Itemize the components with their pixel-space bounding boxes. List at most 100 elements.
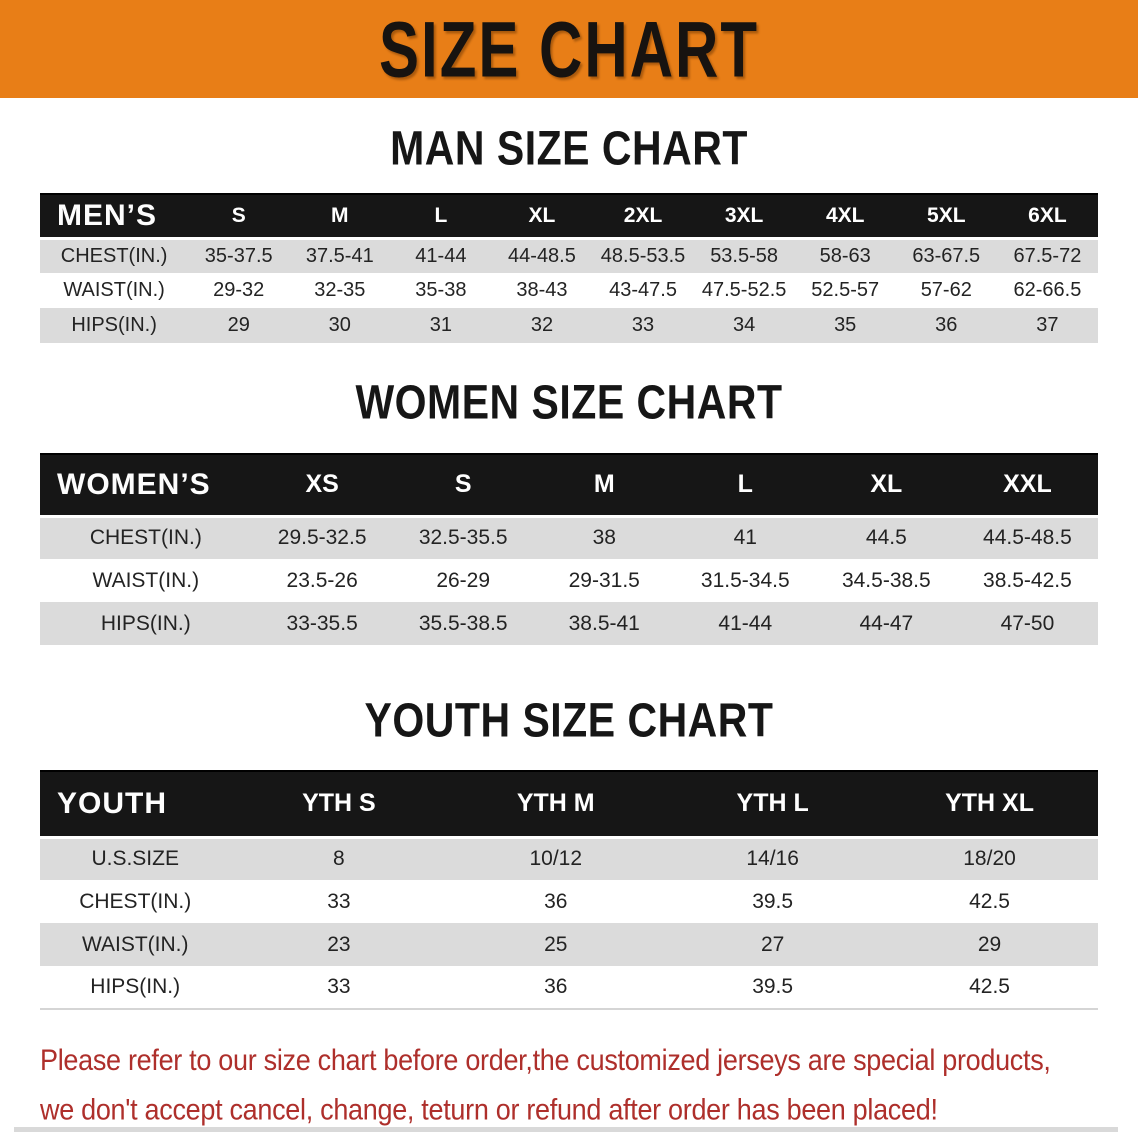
women-table-cell: 33-35.5 <box>252 602 393 645</box>
youth-table-cell: 36 <box>447 880 664 923</box>
youth-table-cell: 10/12 <box>447 837 664 880</box>
women-row-label: HIPS(IN.) <box>40 602 252 645</box>
women-table-cell: 44.5 <box>816 516 957 559</box>
men-table-cell: 63-67.5 <box>896 238 997 273</box>
women-table-cell: 29-31.5 <box>534 559 675 602</box>
men-table-cell: 44-48.5 <box>491 238 592 273</box>
women-size-column-header: M <box>534 454 675 516</box>
women-size-column-header: XL <box>816 454 957 516</box>
men-table-cell: 32 <box>491 308 592 343</box>
men-table-cell: 35-38 <box>390 273 491 308</box>
youth-table-cell: 27 <box>664 923 881 966</box>
man-section-heading: MAN SIZE CHART <box>0 125 1138 172</box>
youth-table-cell: 33 <box>230 880 447 923</box>
youth-row-label: HIPS(IN.) <box>40 966 230 1009</box>
youth-table-cell: 42.5 <box>881 966 1098 1009</box>
men-size-column-header: 5XL <box>896 194 997 238</box>
youth-row-label: WAIST(IN.) <box>40 923 230 966</box>
youth-size-column-header: YTH L <box>664 771 881 837</box>
women-table-cell: 38.5-42.5 <box>957 559 1098 602</box>
men-table-cell: 41-44 <box>390 238 491 273</box>
women-table-cell: 32.5-35.5 <box>393 516 534 559</box>
men-table-cell: 36 <box>896 308 997 343</box>
men-table-cell: 30 <box>289 308 390 343</box>
women-row-label: WAIST(IN.) <box>40 559 252 602</box>
women-table-cell: 44-47 <box>816 602 957 645</box>
men-table-cell: 35 <box>795 308 896 343</box>
size-chart-banner: SIZE CHART <box>0 0 1138 98</box>
men-table-cell: 67.5-72 <box>997 238 1098 273</box>
women-table-cell: 38 <box>534 516 675 559</box>
women-table-cell: 23.5-26 <box>252 559 393 602</box>
men-table-cell: 43-47.5 <box>593 273 694 308</box>
youth-table-cell: 8 <box>230 837 447 880</box>
men-table-cell: 62-66.5 <box>997 273 1098 308</box>
bottom-divider <box>14 1127 1118 1132</box>
men-size-column-header: XL <box>491 194 592 238</box>
youth-table-cell: 36 <box>447 966 664 1009</box>
women-size-column-header: S <box>393 454 534 516</box>
women-section-heading-text: WOMEN SIZE CHART <box>355 375 782 430</box>
women-table-cell: 41-44 <box>675 602 816 645</box>
men-size-column-header: L <box>390 194 491 238</box>
youth-table-label: YOUTH <box>40 771 230 837</box>
women-table-cell: 34.5-38.5 <box>816 559 957 602</box>
men-table-cell: 38-43 <box>491 273 592 308</box>
men-size-column-header: S <box>188 194 289 238</box>
men-row-label: WAIST(IN.) <box>40 273 188 308</box>
women-size-column-header: XS <box>252 454 393 516</box>
men-table-cell: 34 <box>694 308 795 343</box>
women-table-cell: 47-50 <box>957 602 1098 645</box>
youth-table-cell: 25 <box>447 923 664 966</box>
men-table-cell: 47.5-52.5 <box>694 273 795 308</box>
men-size-column-header: M <box>289 194 390 238</box>
women-size-column-header: L <box>675 454 816 516</box>
youth-table-cell: 42.5 <box>881 880 1098 923</box>
men-size-column-header: 2XL <box>593 194 694 238</box>
men-table-cell: 29-32 <box>188 273 289 308</box>
men-table-cell: 37.5-41 <box>289 238 390 273</box>
men-table-cell: 33 <box>593 308 694 343</box>
banner-title: SIZE CHART <box>379 3 759 94</box>
women-row-label: CHEST(IN.) <box>40 516 252 559</box>
men-table-cell: 57-62 <box>896 273 997 308</box>
man-section-heading-text: MAN SIZE CHART <box>390 121 748 176</box>
men-table-cell: 52.5-57 <box>795 273 896 308</box>
men-table-cell: 29 <box>188 308 289 343</box>
women-table-cell: 44.5-48.5 <box>957 516 1098 559</box>
youth-table-cell: 33 <box>230 966 447 1009</box>
women-table-cell: 41 <box>675 516 816 559</box>
women-table-cell: 35.5-38.5 <box>393 602 534 645</box>
men-row-label: HIPS(IN.) <box>40 308 188 343</box>
men-row-label: CHEST(IN.) <box>40 238 188 273</box>
women-table-cell: 38.5-41 <box>534 602 675 645</box>
youth-row-label: CHEST(IN.) <box>40 880 230 923</box>
men-table-cell: 48.5-53.5 <box>593 238 694 273</box>
men-size-column-header: 4XL <box>795 194 896 238</box>
men-table-cell: 58-63 <box>795 238 896 273</box>
youth-table-cell: 23 <box>230 923 447 966</box>
men-table-label: MEN’S <box>40 194 188 238</box>
men-table-cell: 53.5-58 <box>694 238 795 273</box>
youth-table-cell: 14/16 <box>664 837 881 880</box>
youth-row-label: U.S.SIZE <box>40 837 230 880</box>
youth-size-column-header: YTH XL <box>881 771 1098 837</box>
youth-size-column-header: YTH M <box>447 771 664 837</box>
women-size-column-header: XXL <box>957 454 1098 516</box>
youth-table-cell: 39.5 <box>664 880 881 923</box>
men-size-column-header: 6XL <box>997 194 1098 238</box>
women-table-label: WOMEN’S <box>40 454 252 516</box>
youth-table-cell: 39.5 <box>664 966 881 1009</box>
men-size-column-header: 3XL <box>694 194 795 238</box>
